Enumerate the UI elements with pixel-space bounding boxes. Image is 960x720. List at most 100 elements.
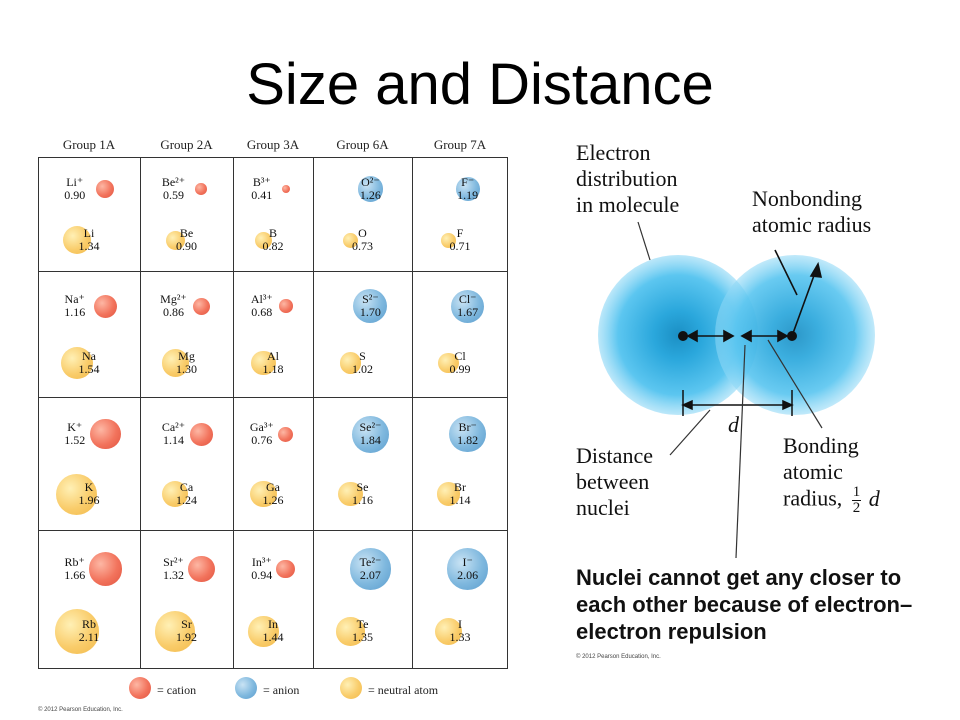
ion-radius: 1.32	[162, 567, 184, 582]
atom-symbol: Be	[179, 226, 194, 241]
group-header: Group 1A	[62, 137, 116, 152]
distance-between-nuclei-label: Distance between nuclei	[576, 443, 653, 520]
atom-radius: 0.90	[176, 239, 197, 254]
column-divider	[233, 157, 234, 669]
cation-sphere	[281, 184, 290, 193]
ion-symbol: F⁻	[461, 174, 475, 189]
ion-symbol: In³⁺	[251, 554, 272, 569]
atom-label: Li 1.34	[79, 227, 100, 253]
ion-label: I⁻ 2.06	[457, 554, 478, 582]
atom-symbol: K	[84, 480, 94, 495]
group-header: Group 2A	[160, 137, 213, 152]
table-grid	[38, 157, 508, 669]
atom-label: Be 0.90	[176, 227, 197, 253]
ion-symbol: Be²⁺	[161, 174, 186, 189]
ion-radius: 0.59	[162, 187, 184, 202]
ion-symbol: I⁻	[462, 554, 473, 569]
ion-symbol: Rb⁺	[64, 554, 85, 569]
ion-label: Al³⁺ 0.68	[251, 293, 273, 319]
atom-label: O 0.73	[352, 227, 373, 253]
nonbonding-radius-arrow	[774, 249, 823, 337]
ion-symbol: Ga³⁺	[249, 420, 274, 435]
ion-label: Li⁺ 0.90	[64, 175, 85, 202]
atom-radius: 1.35	[352, 630, 373, 645]
ion-radius: 0.86	[162, 305, 184, 320]
atom-symbol: Te	[356, 617, 369, 632]
cation-sphere	[93, 294, 117, 318]
atom-symbol: Sr	[181, 617, 192, 632]
atom-radius: 0.99	[449, 361, 471, 376]
ion-label: B³⁺ 0.41	[251, 174, 273, 202]
atom-label: In 1.44	[263, 618, 284, 644]
atom-label: Sr 1.92	[176, 618, 197, 644]
neutral-atom-sphere	[250, 480, 277, 508]
column-divider	[412, 157, 413, 669]
ion-label: In³⁺ 0.94	[251, 554, 273, 582]
legend-neutral-swatch	[340, 677, 362, 699]
atom-radius: 1.34	[78, 239, 100, 254]
ion-radius: 1.67	[457, 305, 479, 320]
atom-radius: 1.02	[352, 361, 373, 376]
neutral-atom-sphere	[342, 232, 359, 248]
legend-neutral-label: = neutral atom	[368, 683, 439, 697]
row-divider	[38, 530, 508, 531]
ion-radius: 0.41	[251, 187, 273, 202]
anion-sphere	[449, 416, 486, 453]
ion-radius: 1.82	[457, 433, 479, 448]
ion-radius: 0.94	[251, 567, 273, 582]
atom-label: Rb 2.11	[79, 618, 100, 644]
neutral-atom-sphere	[434, 617, 463, 646]
cation-sphere	[188, 555, 215, 583]
neutral-atom-sphere	[251, 350, 276, 376]
legend-cation-swatch	[129, 677, 151, 699]
cation-sphere	[276, 559, 296, 579]
atom-radius: 1.44	[262, 630, 284, 645]
neutral-atom-sphere	[438, 352, 459, 374]
ion-radius: 1.52	[64, 433, 86, 448]
ion-symbol: B³⁺	[252, 174, 271, 189]
neutral-atom-sphere	[54, 609, 99, 654]
ion-label: Mg²⁺ 0.86	[160, 293, 187, 319]
atom-label: Br 1.14	[450, 481, 471, 507]
neutral-atom-sphere	[155, 611, 196, 652]
ion-radius: 1.70	[359, 305, 381, 320]
cation-sphere	[189, 422, 213, 446]
repulsion-arrows	[686, 329, 789, 343]
ion-label: O²⁻ 1.26	[360, 175, 381, 202]
atom-symbol: Ga	[266, 480, 280, 495]
anion-sphere	[455, 177, 480, 201]
neutral-atom-sphere	[161, 349, 189, 377]
atom-symbol: I	[458, 617, 462, 632]
group-header: Group 6A	[336, 137, 389, 152]
atom-symbol: In	[268, 617, 278, 632]
atom-radius: 2.11	[78, 630, 100, 645]
ion-label: Cl⁻ 1.67	[457, 293, 478, 319]
cation-sphere	[90, 419, 121, 450]
group-header: Group 7A	[433, 137, 487, 152]
atom-label: S 1.02	[352, 348, 373, 376]
atom-symbol: Cl	[454, 348, 466, 363]
atom-label: I 1.33	[450, 618, 471, 644]
neutral-atom-sphere	[441, 232, 456, 248]
ion-label: Be²⁺ 0.59	[161, 174, 186, 202]
legend-cation-label: = cation	[157, 683, 197, 697]
ion-symbol: Te²⁻	[359, 554, 382, 569]
neutral-atom-sphere	[436, 482, 461, 507]
ion-label: Ga³⁺ 0.76	[250, 421, 274, 447]
atom-symbol: Na	[82, 348, 96, 363]
atom-label: F 0.71	[450, 227, 471, 253]
atom-radius: 1.14	[449, 493, 471, 508]
ion-symbol: Na⁺	[64, 292, 85, 307]
atom-radius: 1.18	[262, 361, 284, 376]
atom-symbol: S	[359, 348, 366, 363]
atom-symbol: Li	[83, 226, 95, 241]
atom-radius: 1.54	[78, 361, 100, 376]
electron-cloud-left	[598, 255, 758, 415]
slide-title: Size and Distance	[246, 52, 714, 117]
anion-sphere	[353, 289, 388, 324]
atom-symbol: Br	[454, 480, 466, 495]
atom-label: Mg 1.30	[176, 349, 197, 376]
ion-symbol: S²⁻	[362, 292, 379, 307]
atom-label: K 1.96	[79, 481, 100, 507]
neutral-atom-sphere	[60, 346, 93, 380]
